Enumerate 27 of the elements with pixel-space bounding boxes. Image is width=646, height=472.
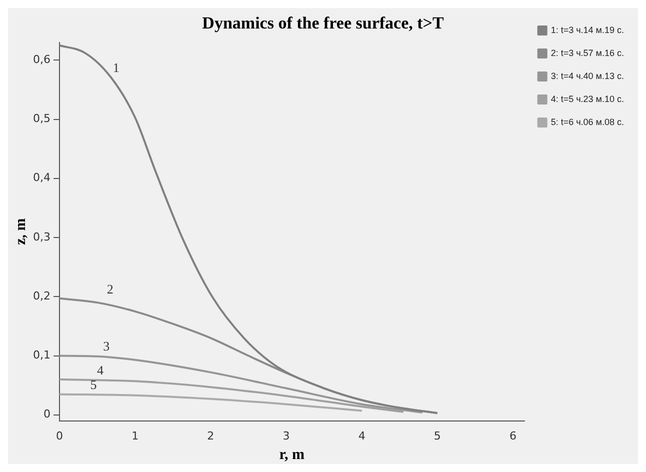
y-tick-label: 0,1	[32, 348, 50, 362]
y-tick-label: 0,5	[32, 112, 50, 126]
x-axis-title: r, m	[279, 446, 306, 463]
x-tick-label: 2	[207, 429, 214, 442]
y-axis-title: z, m	[12, 218, 29, 245]
legend-label: 4: t=5 ч.23 м.10 с.	[550, 94, 624, 104]
y-tick-label: 0,4	[32, 171, 50, 184]
annotation: 5	[90, 377, 97, 392]
annotation: 4	[97, 362, 104, 378]
legend-label: 2: t=3 ч.57 м.16 с.	[550, 48, 624, 58]
x-tick-label: 0	[56, 429, 63, 442]
annotation: 3	[103, 338, 110, 354]
x-tick-label: 1	[132, 429, 139, 442]
legend-label: 3: t=4 ч.40 м.13 с.	[550, 70, 624, 81]
x-tick-label: 5	[434, 429, 441, 442]
legend-label: 5: t=6 ч.06 м.08 с.	[550, 116, 624, 127]
y-tick-label: 0,2	[32, 289, 50, 302]
x-tick-label: 3	[282, 429, 290, 442]
y-tick-label: 0,6	[32, 52, 50, 66]
annotation: 2	[106, 281, 114, 296]
y-tick-label: 0,3	[32, 230, 50, 244]
legend-label: 1: t=3 ч.14 м.19 с.	[550, 24, 624, 35]
x-tick-label: 4	[358, 429, 366, 442]
annotation: 1	[112, 60, 120, 76]
chart-title: Dynamics of the free surface, t>T	[202, 14, 444, 33]
y-tick-label: 0	[43, 408, 50, 421]
x-tick-label: 6	[509, 429, 516, 442]
